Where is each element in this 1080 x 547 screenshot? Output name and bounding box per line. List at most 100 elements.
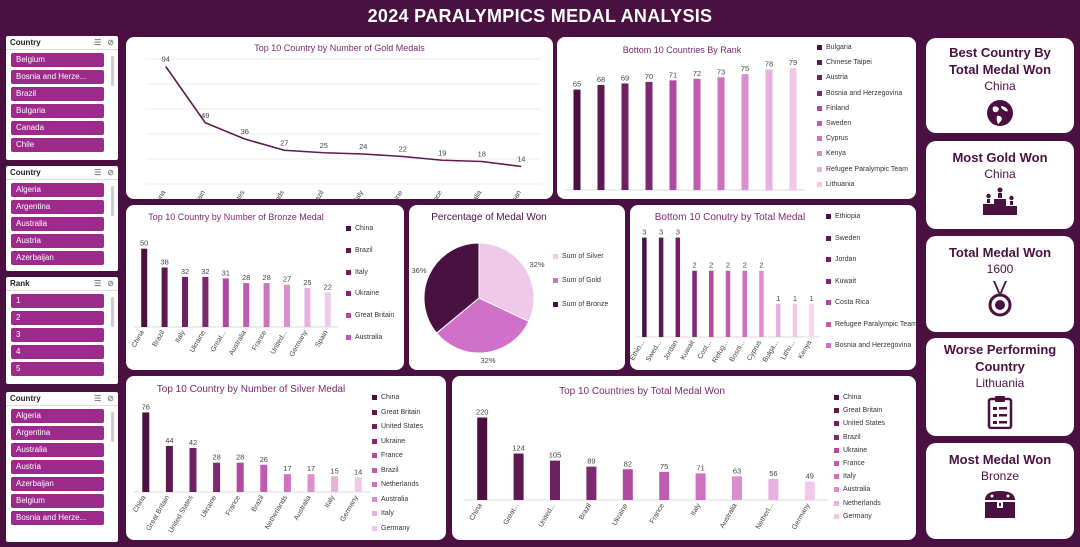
clear-filter-icon[interactable]: ⊘ [107, 279, 114, 288]
multi-select-icon[interactable]: ☰ [94, 279, 102, 288]
bar [717, 77, 725, 190]
legend-label: Ukraine [381, 437, 406, 445]
slicer-item[interactable]: Austria [11, 460, 104, 474]
slicer-item[interactable]: Australia [11, 217, 104, 231]
country-slicer[interactable]: Country ☰ ⊘ Algeria Argentina Australia Austri… [6, 166, 118, 271]
legend-item: Bosnia and Herzegovina [826, 342, 916, 349]
slicer-item[interactable]: Australia [11, 443, 104, 457]
slicer-item[interactable]: Argentina [11, 426, 104, 440]
legend-swatch [834, 447, 839, 453]
country-slicer[interactable]: Country ☰ ⊘ Belgium Bosnia and Herze... Brazi… [6, 36, 118, 160]
bar [236, 462, 244, 492]
slicer-header: Rank ☰ ⊘ [6, 277, 118, 291]
legend-item: Great Britain [372, 409, 420, 416]
clear-filter-icon[interactable]: ⊘ [107, 394, 114, 403]
data-label: 32 [201, 267, 209, 276]
data-label: 1 [793, 294, 797, 303]
data-label: 76 [142, 402, 150, 411]
slicer-item[interactable]: Azerbaijan [11, 251, 104, 265]
slicer-item[interactable]: 4 [11, 345, 104, 359]
legend-item: Germany [372, 525, 410, 532]
slicer-item[interactable]: 2 [11, 311, 104, 325]
legend-item: Kenya [817, 150, 846, 157]
slicer-title: Rank [10, 279, 30, 288]
tick-label: United States [168, 494, 195, 534]
legend-item: France [834, 460, 865, 467]
slicer-item[interactable]: 3 [11, 328, 104, 342]
slicer-item[interactable]: Austria [11, 234, 104, 248]
data-label: 15 [330, 466, 338, 475]
tick-label: Brazil [251, 494, 266, 513]
slicer-item[interactable]: Bosnia and Herze... [11, 511, 104, 525]
legend-label: Netherlands [843, 499, 881, 507]
slicer-item[interactable]: 5 [11, 362, 104, 376]
multi-select-icon[interactable]: ☰ [94, 168, 102, 177]
data-label: 3 [659, 228, 663, 237]
slicer-item[interactable]: Belgium [11, 494, 104, 508]
bar [573, 89, 581, 190]
slicer-item[interactable]: Algeria [11, 409, 104, 423]
slicer-item[interactable]: Argentina [11, 200, 104, 214]
clear-filter-icon[interactable]: ⊘ [107, 38, 114, 47]
bar [669, 80, 677, 190]
slicer-scrollbar[interactable] [111, 186, 114, 216]
rank-chart-card: Bottom 10 Countries By Rank 65 68 69 70 71 72… [557, 37, 916, 199]
clear-filter-icon[interactable]: ⊘ [107, 168, 114, 177]
bar [809, 303, 814, 337]
legend-item: Ukraine [372, 438, 405, 445]
total-top-bar-chart: 220 China 124 Great... 105 United... 89 Brazil 8… [464, 408, 828, 531]
slicer-item[interactable]: Chile [11, 138, 104, 152]
legend-swatch [826, 278, 831, 284]
slicer-item[interactable]: Bosnia and Herze... [11, 70, 104, 84]
legend-label: Germany [843, 512, 872, 520]
legend-item: Lithuania [817, 181, 854, 188]
legend-item: Ukraine [346, 290, 379, 297]
legend-item: Netherlands [372, 481, 419, 488]
bar [765, 69, 773, 190]
slicer-scrollbar[interactable] [111, 412, 114, 442]
legend-item: Chinese Taipei [817, 59, 872, 66]
legend-swatch [372, 424, 377, 429]
slicer-scrollbar[interactable] [111, 56, 114, 86]
multi-select-icon[interactable]: ☰ [94, 394, 102, 403]
slicer-item[interactable]: Bulgaria [11, 104, 104, 118]
bar [742, 270, 747, 337]
medal-icon [926, 281, 1074, 317]
tick-label: United... [538, 502, 557, 528]
legend-swatch [826, 214, 831, 219]
gold-series-line [165, 66, 522, 168]
clipboard-icon [926, 395, 1074, 429]
bar [597, 84, 605, 190]
legend-label: Costa Rica [835, 299, 870, 306]
slicer-item[interactable]: Belgium [11, 53, 104, 67]
legend-item: Great Britain [834, 407, 882, 414]
kpi-title: Worse Performing Country [943, 342, 1057, 374]
rank-slicer[interactable]: Rank ☰ ⊘ 1 2 3 4 5 [6, 277, 118, 384]
legend-label: United States [381, 423, 424, 430]
legend-item: France [372, 452, 403, 459]
slicer-item[interactable]: 1 [11, 294, 104, 308]
legend-label: United States [843, 420, 886, 428]
kpi-best-country: Best Country By Total Medal Won China [926, 38, 1074, 133]
country-slicer[interactable]: Country ☰ ⊘ Algeria Argentina Australia Austri… [6, 392, 118, 542]
legend-label: Lithuania [826, 180, 855, 188]
legend-item: Jordan [826, 256, 856, 263]
kpi-title: Most Gold Won [952, 150, 1048, 165]
slicer-item[interactable]: Canada [11, 121, 104, 135]
slicer-item[interactable]: Brazil [11, 87, 104, 101]
legend-swatch [372, 482, 377, 487]
tick-label: China [469, 502, 484, 521]
bar [804, 481, 815, 500]
multi-select-icon[interactable]: ☰ [94, 38, 102, 47]
bar [621, 83, 629, 190]
data-label: 2 [726, 261, 730, 270]
tick-label: Italy [690, 502, 703, 517]
tick-label: Great Britain [181, 189, 207, 199]
data-label: 49 [806, 472, 814, 481]
legend-swatch [372, 438, 377, 444]
slicer-item[interactable]: Algeria [11, 183, 104, 197]
slicer-item[interactable]: Azerbaijan [11, 477, 104, 491]
medal-pie-chart: 32% 32% 36% [411, 242, 545, 365]
slicer-scrollbar[interactable] [111, 297, 114, 327]
kpi-value: Bronze [980, 469, 1020, 483]
